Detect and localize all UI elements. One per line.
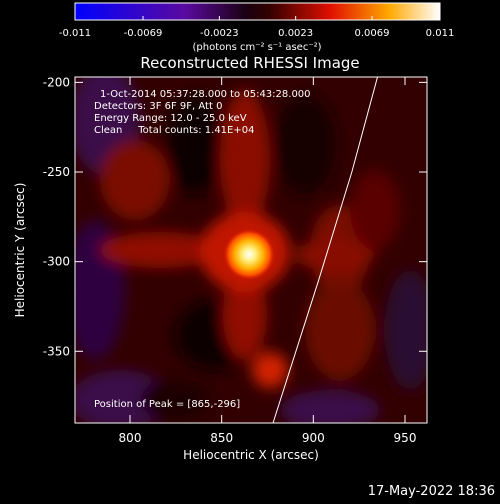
annotation-time-range: 1-Oct-2014 05:37:28.000 to 05:43:28.000 (100, 89, 311, 100)
plot-area: 800 850 900 950 -200 -250 -300 -350 (43, 75, 428, 445)
y-tick-label: -200 (43, 75, 70, 89)
y-tick-label: -300 (43, 255, 70, 269)
colorbar-tick-label: -0.011 (59, 28, 91, 39)
heatmap-image (75, 77, 427, 423)
colorbar-ticks: -0.011 -0.0069 -0.0023 0.0023 0.0069 0.011 (59, 16, 454, 39)
annotation-clean-counts: Clean Total counts: 1.41E+04 (94, 125, 254, 136)
colorbar-tick-label: -0.0069 (124, 28, 163, 39)
axis-ticks: 800 850 900 950 -200 -250 -300 -350 (43, 75, 427, 445)
y-tick-label: -250 (43, 165, 70, 179)
plot-frame (74, 76, 428, 424)
colorbar-gradient (74, 2, 441, 21)
info-annotations: 1-Oct-2014 05:37:28.000 to 05:43:28.000 … (94, 89, 311, 410)
colorbar-tick-label: 0.0023 (278, 28, 313, 39)
x-tick-label: 850 (210, 431, 233, 445)
peak-source (223, 228, 276, 281)
x-tick-label: 900 (302, 431, 325, 445)
colorbar-unit-label: (photons cm⁻² s⁻¹ asec⁻²) (192, 42, 321, 53)
colorbar-tick-label: 0.0069 (354, 28, 389, 39)
colorbar-tick-label: -0.0023 (200, 28, 239, 39)
x-tick-label: 800 (119, 431, 142, 445)
x-axis-label: Heliocentric X (arcsec) (183, 448, 319, 462)
colorbar: -0.011 -0.0069 -0.0023 0.0023 0.0069 0.011 (p… (59, 2, 454, 53)
solar-limb-line (272, 77, 378, 423)
footer-timestamp: 17-May-2022 18:36 (368, 484, 495, 499)
y-tick-label: -350 (43, 344, 70, 358)
colorbar-tick-label: 0.011 (426, 28, 455, 39)
peak-position-label: Position of Peak = [865,-296] (94, 399, 240, 410)
annotation-energy-range: Energy Range: 12.0 - 25.0 keV (94, 113, 247, 124)
y-axis-label: Heliocentric Y (arcsec) (13, 183, 27, 318)
chart-title: Reconstructed RHESSI Image (140, 54, 359, 72)
x-tick-label: 950 (394, 431, 417, 445)
annotation-detectors: Detectors: 3F 6F 9F, Att 0 (94, 101, 222, 112)
